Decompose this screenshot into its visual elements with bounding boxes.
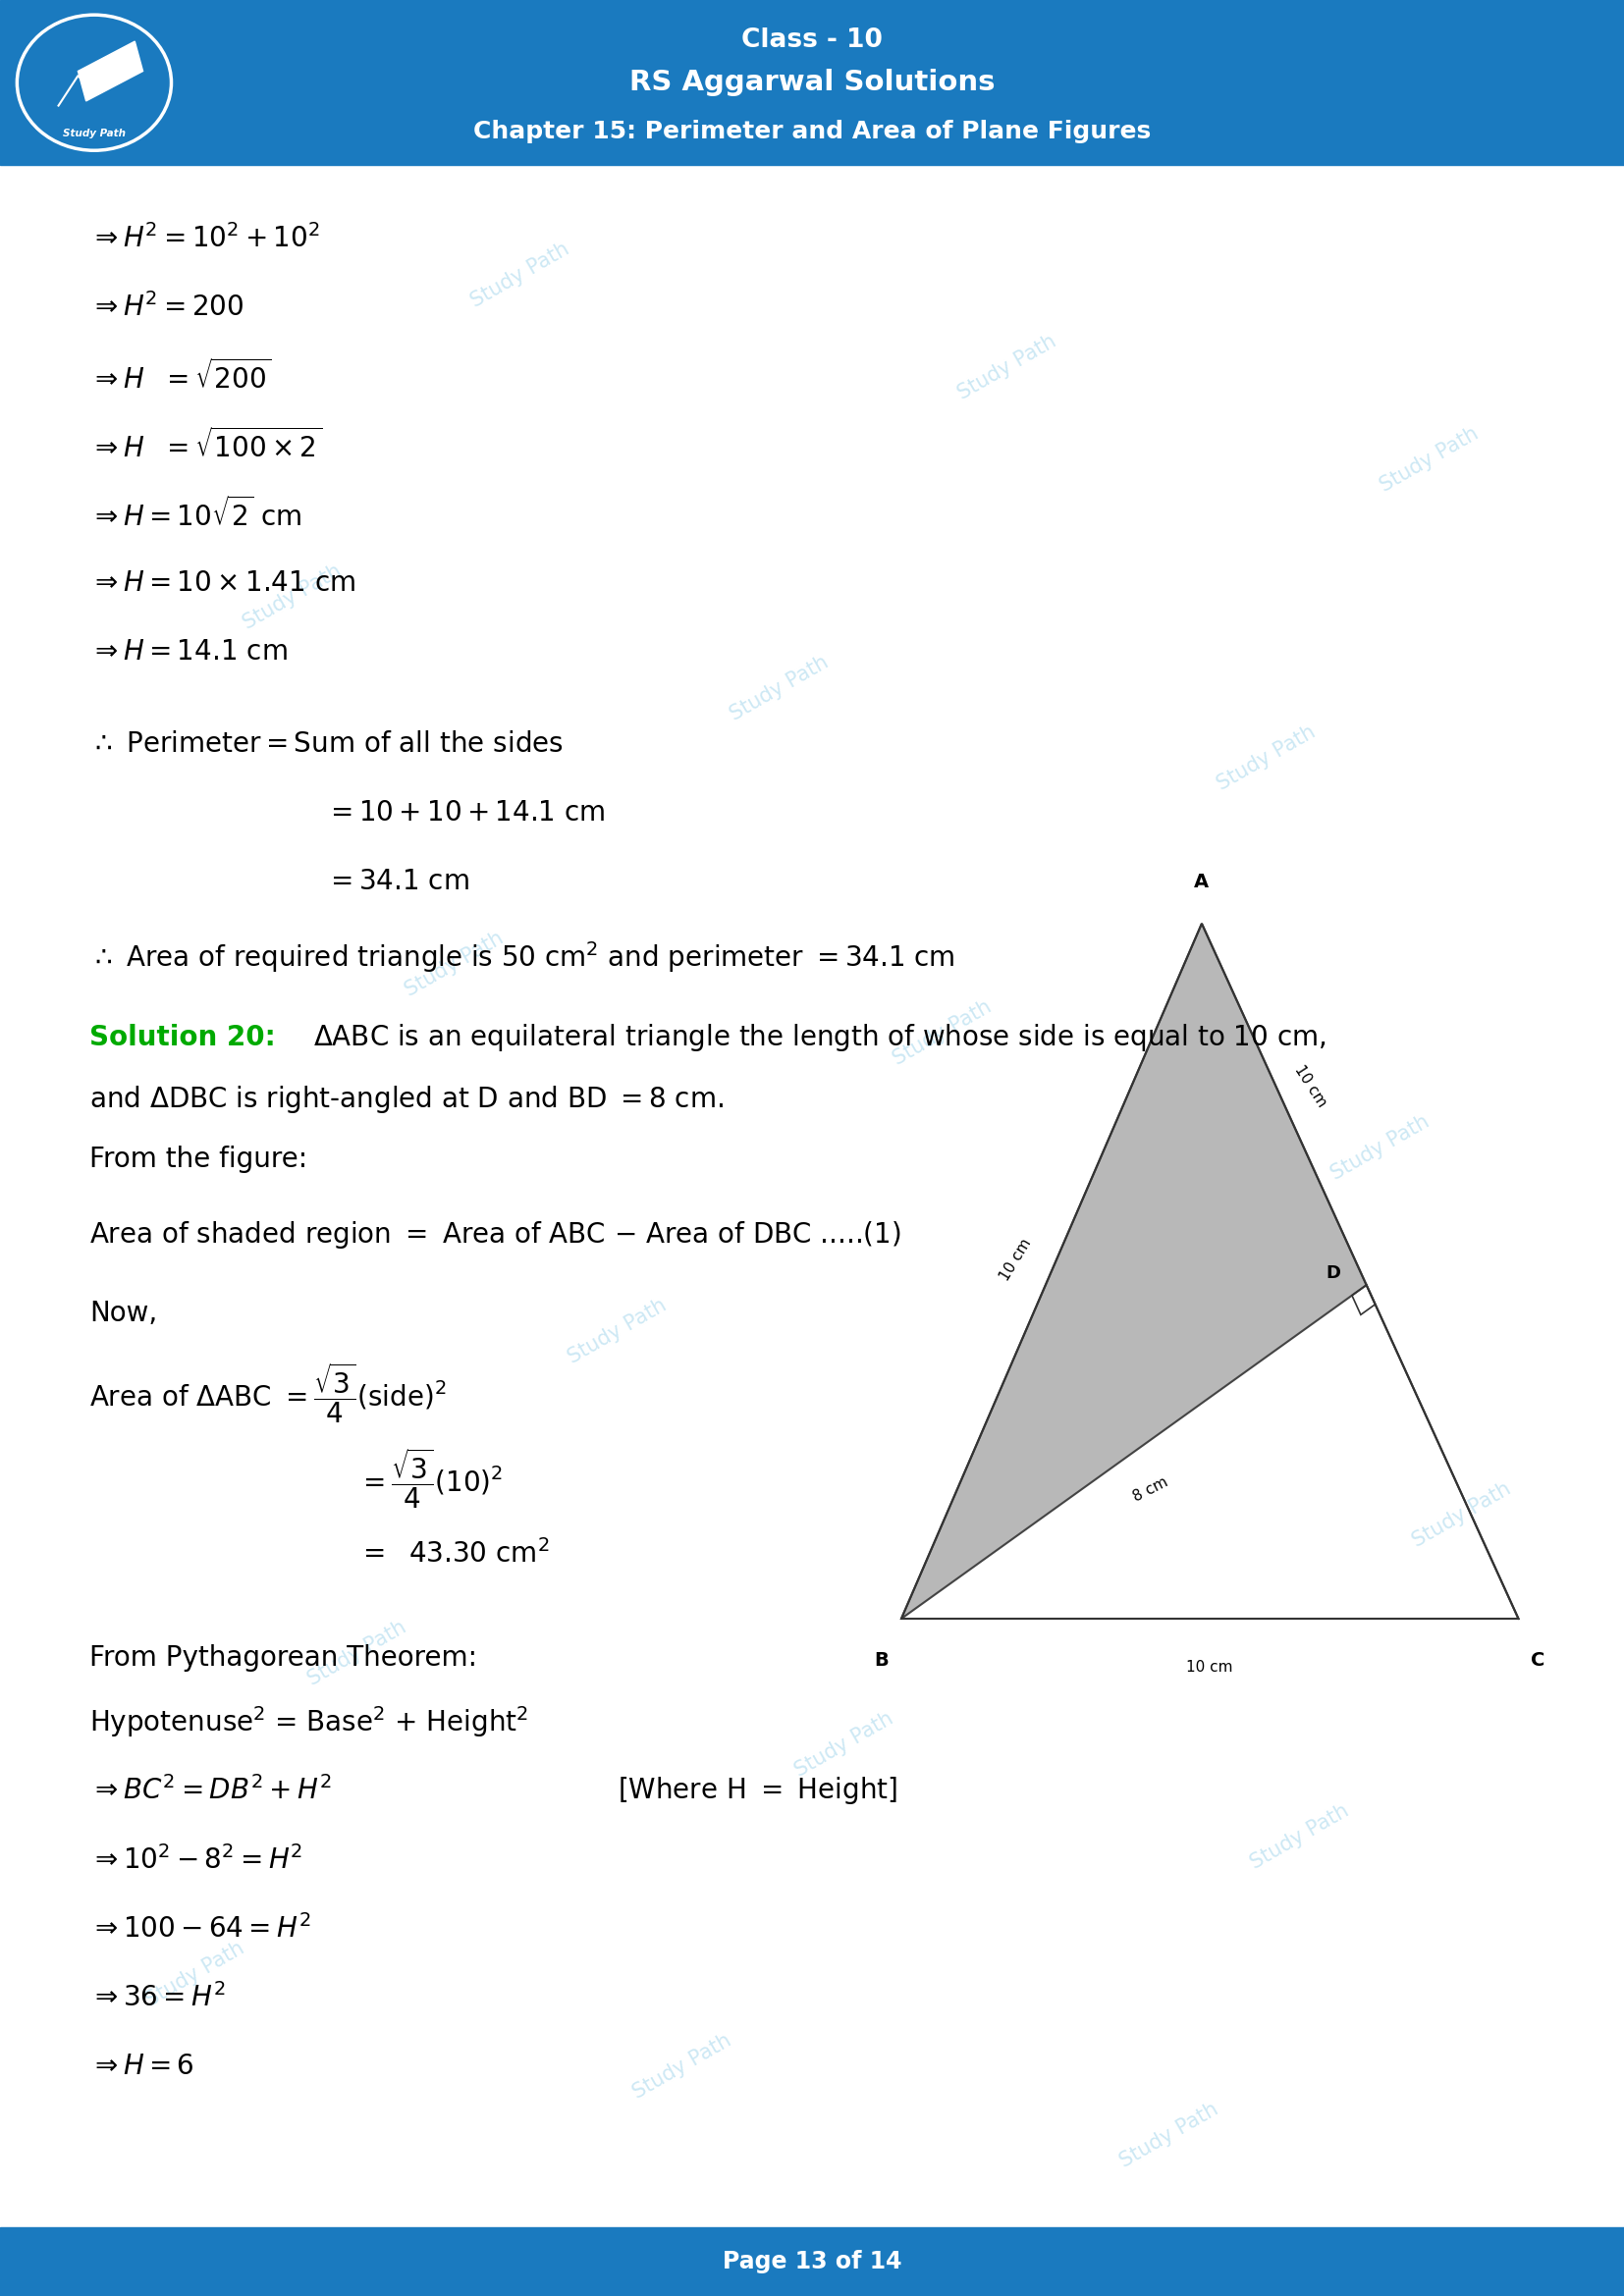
Text: $\Rightarrow BC^2 = DB^2 + H^2$: $\Rightarrow BC^2 = DB^2 + H^2$ [89, 1777, 331, 1805]
Text: [Where H $=$ Height]: [Where H $=$ Height] [617, 1775, 896, 1807]
Bar [0, 0, 1624, 165]
Text: $\Rightarrow H = 6$: $\Rightarrow H = 6$ [89, 2053, 195, 2080]
Text: $= \dfrac{\sqrt{3}}{4}(10)^2$: $= \dfrac{\sqrt{3}}{4}(10)^2$ [357, 1446, 503, 1511]
Text: From the figure:: From the figure: [89, 1146, 307, 1173]
Text: $\Rightarrow H\ \ = \sqrt{100 \times 2}$: $\Rightarrow H\ \ = \sqrt{100 \times 2}$ [89, 427, 322, 464]
Text: Study Path: Study Path [793, 1708, 896, 1782]
Text: Study Path: Study Path [468, 239, 572, 312]
Text: $\Rightarrow H = 14.1\ \mathrm{cm}$: $\Rightarrow H = 14.1\ \mathrm{cm}$ [89, 638, 287, 666]
Text: 8 cm: 8 cm [1130, 1474, 1169, 1504]
Text: $\Rightarrow 100 - 64 = H^2$: $\Rightarrow 100 - 64 = H^2$ [89, 1915, 310, 1942]
Text: Study Path: Study Path [1052, 1387, 1156, 1460]
Text: $\therefore\ \mathrm{Perimeter} = \mathrm{Sum\ of\ all\ the\ sides}$: $\therefore\ \mathrm{Perimeter} = \mathr… [89, 730, 564, 758]
Text: Area of shaded region $=$ Area of ABC $-$ Area of DBC .....(1): Area of shaded region $=$ Area of ABC $-… [89, 1219, 901, 1251]
Text: Study Path: Study Path [63, 129, 125, 138]
Text: C: C [1531, 1651, 1544, 1669]
Text: Study Path: Study Path [955, 331, 1059, 404]
Text: Study Path: Study Path [305, 1616, 409, 1690]
Text: D: D [1325, 1265, 1340, 1283]
Text: Study Path: Study Path [1410, 1479, 1514, 1552]
Text: B: B [875, 1651, 888, 1669]
Text: Study Path: Study Path [1215, 721, 1319, 794]
Text: Study Path: Study Path [890, 996, 994, 1070]
Text: $\Rightarrow H^2 = 200$: $\Rightarrow H^2 = 200$ [89, 294, 244, 321]
Text: A: A [1194, 872, 1210, 891]
Text: and $\Delta$DBC is right-angled at D and BD $= 8$ cm.: and $\Delta$DBC is right-angled at D and… [89, 1084, 724, 1116]
Text: $= 34.1\ \mathrm{cm}$: $= 34.1\ \mathrm{cm}$ [325, 868, 469, 895]
Text: Study Path: Study Path [1328, 1111, 1432, 1185]
Text: Solution 20:: Solution 20: [89, 1024, 276, 1052]
Text: Study Path: Study Path [728, 652, 831, 726]
Text: Now,: Now, [89, 1300, 158, 1327]
Polygon shape [78, 41, 143, 101]
Text: RS Aggarwal Solutions: RS Aggarwal Solutions [628, 69, 996, 96]
Text: 10 cm: 10 cm [997, 1235, 1034, 1283]
Text: Study Path: Study Path [1377, 422, 1481, 496]
Text: $=\ \ 43.30\ \mathrm{cm}^2$: $=\ \ 43.30\ \mathrm{cm}^2$ [357, 1541, 549, 1568]
Text: 10 cm: 10 cm [1187, 1660, 1233, 1674]
Text: Page 13 of 14: Page 13 of 14 [723, 2250, 901, 2273]
Text: $\Rightarrow 36 = H^2$: $\Rightarrow 36 = H^2$ [89, 1984, 226, 2011]
Text: Study Path: Study Path [143, 1938, 247, 2011]
Text: Area of $\Delta$ABC $= \dfrac{\sqrt{3}}{4}(\mathrm{side})^2$: Area of $\Delta$ABC $= \dfrac{\sqrt{3}}{… [89, 1362, 447, 1426]
Text: From Pythagorean Theorem:: From Pythagorean Theorem: [89, 1644, 477, 1671]
Text: $\Rightarrow 10^2 - 8^2 = H^2$: $\Rightarrow 10^2 - 8^2 = H^2$ [89, 1846, 302, 1874]
Text: Class - 10: Class - 10 [742, 28, 882, 53]
Bar [0, 165, 1624, 2227]
Text: $\Rightarrow H = 10 \times 1.41\ \mathrm{cm}$: $\Rightarrow H = 10 \times 1.41\ \mathrm… [89, 569, 356, 597]
Text: $\Rightarrow H^2 = 10^2 + 10^2$: $\Rightarrow H^2 = 10^2 + 10^2$ [89, 225, 320, 253]
Text: Study Path: Study Path [565, 1295, 669, 1368]
Text: Study Path: Study Path [630, 2030, 734, 2103]
Text: Study Path: Study Path [403, 928, 507, 1001]
Polygon shape [901, 923, 1366, 1619]
Text: $\Rightarrow H\ \ = \sqrt{200}$: $\Rightarrow H\ \ = \sqrt{200}$ [89, 358, 271, 395]
Text: Study Path: Study Path [1117, 2099, 1221, 2172]
Text: 10 cm: 10 cm [1291, 1063, 1328, 1109]
Text: $\Rightarrow H = 10\sqrt{2}\ \mathrm{cm}$: $\Rightarrow H = 10\sqrt{2}\ \mathrm{cm}… [89, 496, 302, 533]
Text: Study Path: Study Path [240, 560, 344, 634]
Text: Chapter 15: Perimeter and Area of Plane Figures: Chapter 15: Perimeter and Area of Plane … [473, 119, 1151, 142]
Text: $\Delta$ABC is an equilateral triangle the length of whose side is equal to 10 c: $\Delta$ABC is an equilateral triangle t… [313, 1022, 1327, 1054]
Text: $\therefore$ Area of required triangle is 50 cm$^2$ and perimeter $= 34.1$ cm: $\therefore$ Area of required triangle i… [89, 939, 955, 976]
Text: Study Path: Study Path [1247, 1800, 1351, 1874]
Bar [0, 2227, 1624, 2296]
Text: $= 10 + 10 + 14.1\ \mathrm{cm}$: $= 10 + 10 + 14.1\ \mathrm{cm}$ [325, 799, 606, 827]
Text: Hypotenuse$^2$ = Base$^2$ + Height$^2$: Hypotenuse$^2$ = Base$^2$ + Height$^2$ [89, 1704, 528, 1740]
